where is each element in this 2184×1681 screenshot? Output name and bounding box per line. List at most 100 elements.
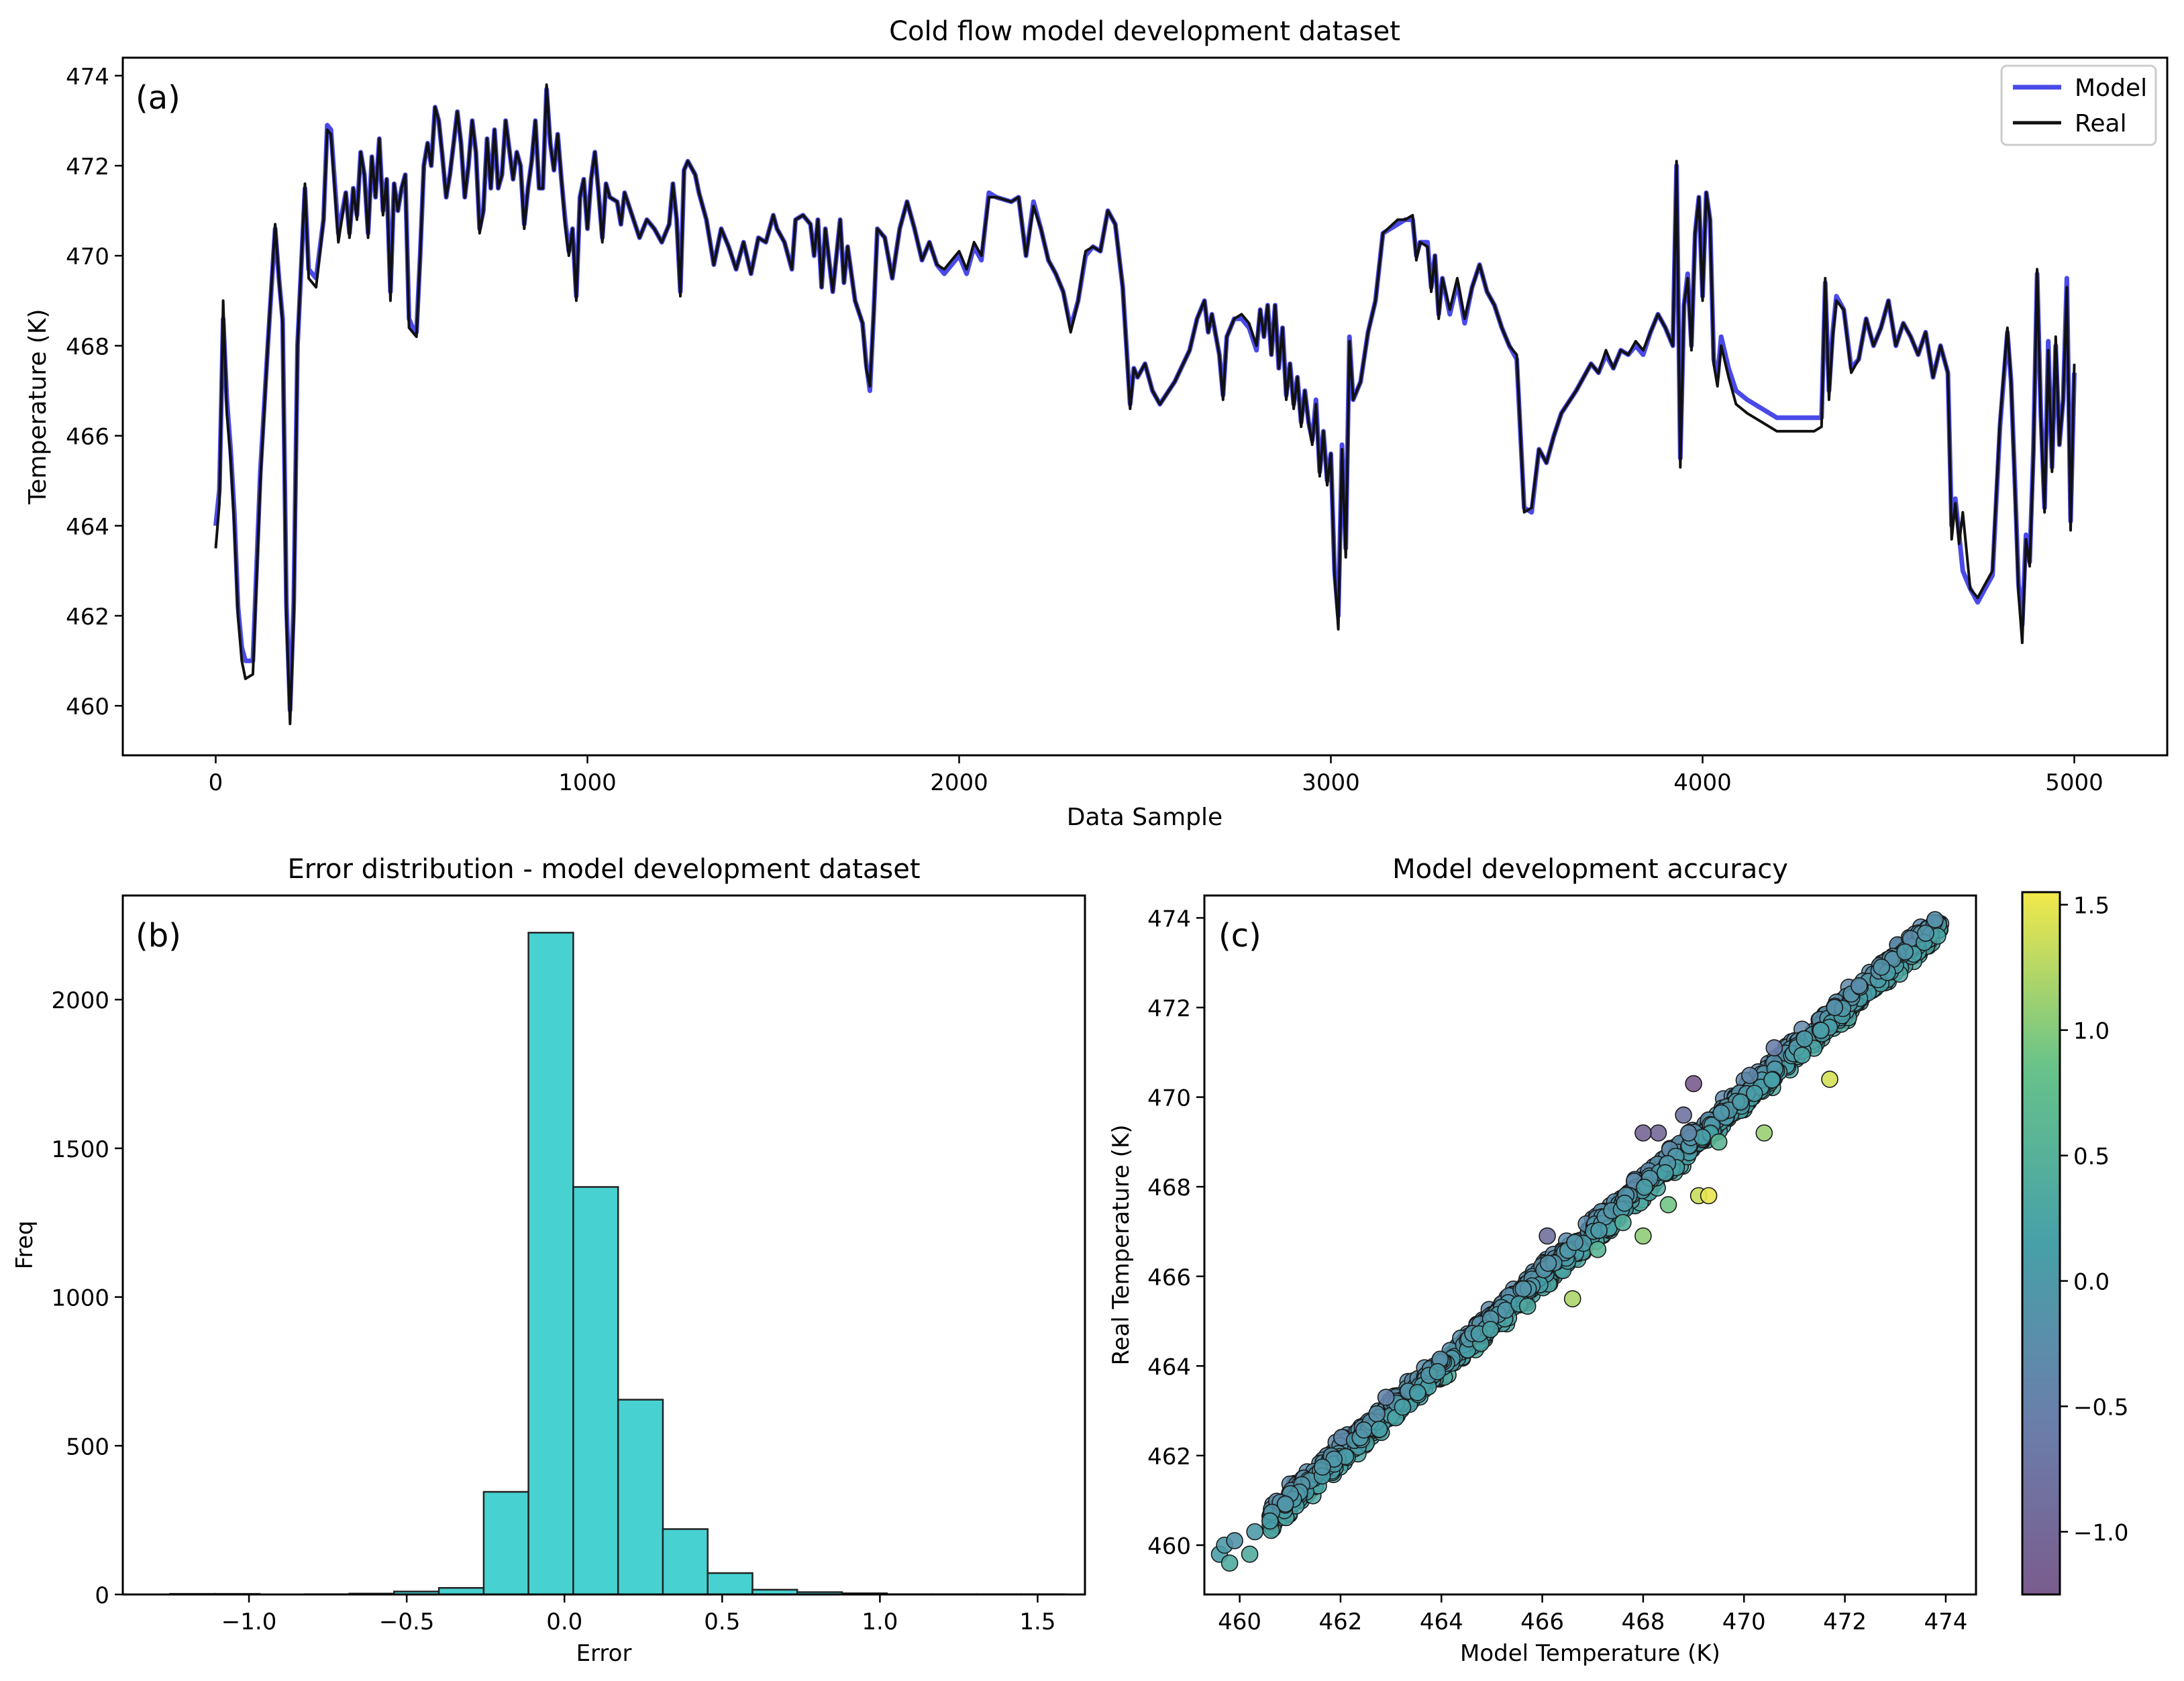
scatter-outlier-point [1589, 1240, 1607, 1258]
panel-a-x-tick-label: 2000 [930, 769, 988, 796]
panel-b-x-axis: −1.0 −0.5 0.0 0.5 1.0 1.5 [221, 1594, 1056, 1635]
histogram-bar [482, 1490, 529, 1594]
panel-b-x-tick-label: 1.5 [1019, 1609, 1055, 1635]
scatter-point [1428, 1363, 1447, 1380]
scatter-outlier-point [1765, 1039, 1783, 1056]
legend-model-label: Model [2075, 74, 2147, 102]
scatter-point [1408, 1384, 1426, 1401]
panel-a-x-tick-label: 5000 [2045, 769, 2103, 796]
scatter-point [1518, 1297, 1537, 1315]
scatter-outlier-point [1614, 1213, 1632, 1232]
scatter-point [1514, 1280, 1532, 1298]
scatter-point [1746, 1085, 1763, 1102]
panel-b-x-tick-label: 0.5 [704, 1609, 740, 1635]
panel-a-legend: Model Real [2000, 64, 2157, 146]
panel-b-y-label: Freq [11, 1221, 38, 1270]
scatter-outlier-point [1649, 1124, 1667, 1142]
panel-a-x-label: Data Sample [1067, 804, 1223, 831]
scatter-point [1636, 1179, 1653, 1196]
scatter-outlier-point [1679, 1124, 1698, 1142]
histogram-bar [572, 1186, 619, 1594]
scatter-point [1261, 1512, 1279, 1530]
panel-b-x-tick-label: 1.0 [862, 1609, 898, 1635]
scatter-point [1763, 1071, 1781, 1089]
panel-a-y-tick-label: 468 [66, 333, 109, 360]
scatter-point [1850, 977, 1868, 995]
scatter-outlier-point [1634, 1227, 1652, 1245]
scatter-outlier-point [1700, 1187, 1718, 1205]
scatter-outlier-point [1634, 1124, 1652, 1142]
scatter-point [1873, 959, 1890, 976]
panel-a-label: (a) [136, 79, 180, 117]
scatter-point [1741, 1067, 1759, 1084]
colorbar-tick-label: −0.5 [2073, 1395, 2129, 1421]
panel-a-y-tick-label: 472 [66, 154, 109, 180]
colorbar-tick-label: 1.5 [2073, 893, 2110, 920]
scatter-outlier-point [1246, 1523, 1263, 1541]
panel-c-y-tick-label: 466 [1147, 1264, 1191, 1291]
panel-b: Error distribution - model development d… [11, 854, 1086, 1667]
scatter-outlier-point [1796, 1030, 1814, 1048]
panel-c-x-label: Model Temperature (K) [1460, 1640, 1720, 1667]
panel-a-y-tick-label: 464 [66, 514, 109, 541]
panel-a-title: Cold flow model development dataset [889, 16, 1400, 47]
legend-real-label: Real [2075, 110, 2127, 138]
histogram-bar [527, 932, 574, 1594]
scatter-outlier-point [1377, 1389, 1395, 1406]
panel-c-x-tick-label: 474 [1924, 1609, 1967, 1635]
colorbar-tick-label: 1.0 [2073, 1018, 2110, 1045]
panel-b-x-tick-label: −0.5 [379, 1609, 435, 1635]
scatter-point [1481, 1321, 1500, 1338]
panel-a-x-axis: 0 1000 2000 3000 4000 5000 [209, 755, 2103, 796]
scatter-outlier-point [1675, 1106, 1692, 1124]
scatter-outlier-point [1659, 1196, 1677, 1213]
scatter-point [1355, 1421, 1373, 1439]
panel-b-label: (b) [136, 917, 181, 955]
panel-c-y-tick-label: 472 [1147, 995, 1191, 1022]
colorbar-ticks: −1.0 −0.5 0.0 0.5 1.0 1.5 [2060, 893, 2129, 1547]
scatter-point [1276, 1495, 1294, 1513]
scatter-point [1793, 1046, 1811, 1064]
scatter-outlier-point [1821, 1071, 1838, 1088]
panel-c-y-label: Real Temperature (K) [1108, 1124, 1135, 1365]
panel-c-x-axis: 460 462 464 466 468 470 472 474 [1218, 1594, 1967, 1635]
panel-b-y-tick-label: 500 [66, 1433, 109, 1460]
scatter-outlier-point [1241, 1546, 1259, 1563]
panel-c-frame [1203, 894, 1977, 1596]
scatter-outlier-point [1710, 1133, 1728, 1151]
scatter-point [1917, 924, 1934, 942]
panel-c-plot-area [1210, 911, 1950, 1572]
panel-b-title: Error distribution - model development d… [287, 854, 920, 885]
panel-b-x-tick-label: −1.0 [221, 1609, 277, 1635]
colorbar-gradient [2021, 891, 2061, 1596]
histogram-bar [617, 1399, 664, 1594]
panel-c-y-tick-label: 470 [1147, 1085, 1191, 1112]
scatter-point [1371, 1421, 1388, 1438]
histogram-bar [662, 1528, 709, 1594]
scatter-point [1590, 1222, 1608, 1239]
scatter-point [1539, 1254, 1557, 1272]
panel-a-plot-area [213, 83, 2077, 725]
scatter-outlier-point [1563, 1290, 1581, 1307]
panel-b-x-label: Error [576, 1640, 632, 1667]
colorbar-tick-label: 0.5 [2073, 1144, 2110, 1171]
panel-c-y-axis: 460 462 464 466 468 470 472 474 [1147, 906, 1204, 1560]
scatter-outlier-point [1685, 1075, 1702, 1093]
panel-c-y-tick-label: 464 [1147, 1354, 1191, 1380]
panel-c-x-tick-label: 466 [1520, 1609, 1564, 1635]
panel-a-y-axis: 460 462 464 466 468 470 472 474 [66, 64, 123, 720]
panel-c-x-tick-label: 468 [1621, 1609, 1665, 1635]
panel-a-y-tick-label: 470 [66, 243, 109, 270]
real-series-line [214, 83, 2076, 725]
panel-c-y-tick-label: 468 [1147, 1175, 1191, 1201]
panel-c-y-tick-label: 474 [1147, 906, 1191, 932]
panel-a-x-tick-label: 4000 [1673, 769, 1732, 796]
panel-a-frame [121, 56, 2169, 757]
scatter-outlier-point [1755, 1124, 1773, 1142]
scatter-outlier-point [1226, 1532, 1243, 1550]
scatter-point [1896, 943, 1914, 961]
panel-b-y-tick-label: 1500 [51, 1136, 109, 1163]
model-series-line [213, 87, 2077, 713]
scatter-point [1812, 1022, 1830, 1039]
